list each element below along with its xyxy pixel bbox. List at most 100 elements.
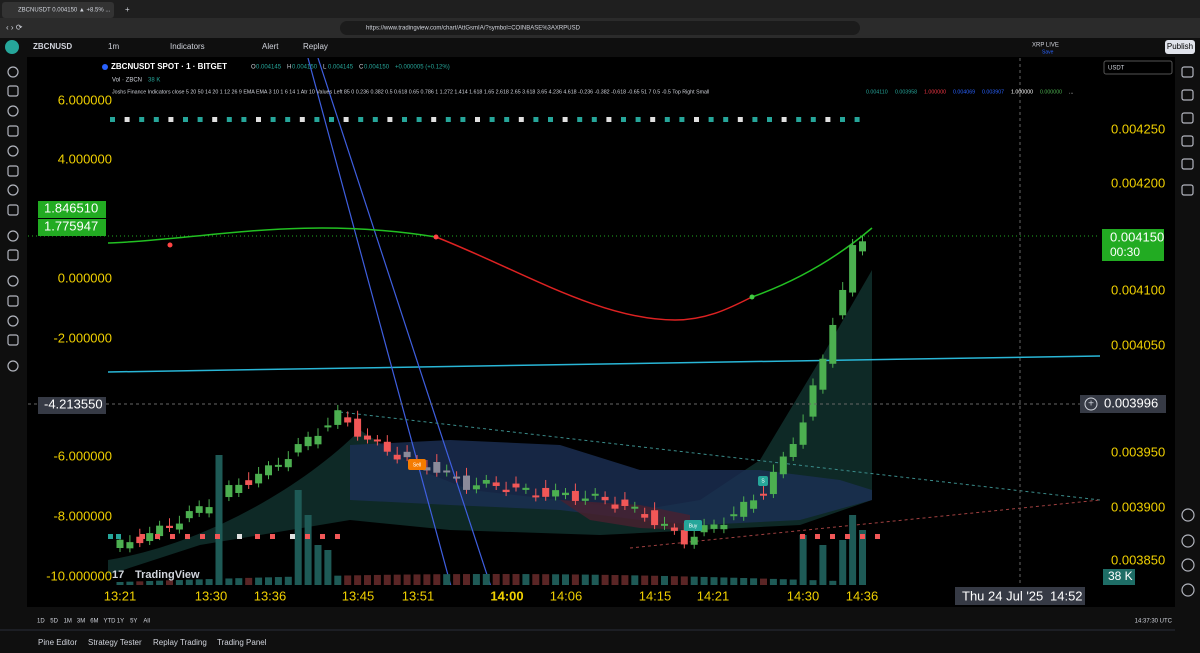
left-scale-highlight [38,201,106,218]
indicator-value: 0.003958 [895,89,917,95]
new-tab[interactable]: + [125,5,130,14]
alert-button[interactable]: Alert [262,42,279,51]
range-buttons: 1D 5D 1M 3M 6M YTD 1Y 5Y All [37,619,150,625]
volume-bar [492,574,500,585]
widget[interactable] [1181,184,1194,196]
widget[interactable] [1181,89,1194,101]
signal-square [197,117,203,122]
widget[interactable] [1181,508,1195,522]
signal-square [781,117,787,122]
nav-buttons[interactable]: ‹ › ⟳ [6,23,23,32]
range-button[interactable]: 5D [50,619,58,625]
range-button[interactable]: All [143,619,150,625]
range-button[interactable]: 3M [77,619,85,625]
widget[interactable] [1181,112,1194,124]
candle [730,514,738,517]
candle [453,476,461,479]
layout-name[interactable]: XRP LIVE [1032,43,1059,49]
tab[interactable] [2,2,114,18]
volume-bar [334,575,342,585]
tool[interactable] [7,249,19,261]
signal-square [320,534,325,539]
currency-select[interactable] [1103,60,1173,75]
tool[interactable] [7,295,19,307]
volume-bar [730,577,738,585]
widget[interactable] [1181,534,1195,548]
widget[interactable] [1181,583,1195,597]
volume-bar [542,574,550,585]
signal-square [215,534,220,539]
last-price-box [1102,229,1164,261]
tool[interactable] [7,184,19,196]
volume-bar [136,581,144,585]
bottom-tab[interactable]: Pine Editor [38,638,77,647]
volume-box [1103,569,1135,585]
tool[interactable] [7,360,19,372]
volume-bar [453,574,461,585]
replay-button[interactable]: Replay [303,42,328,51]
candle [403,451,411,458]
range-button[interactable]: 1M [64,619,72,625]
volume-bar [482,574,490,585]
widget[interactable] [1181,135,1194,147]
range-button[interactable]: 6M [90,619,98,625]
interval[interactable]: 1m [108,42,119,51]
tool-icons[interactable] [7,66,19,372]
signal-square [387,117,393,122]
range-button[interactable]: 5Y [130,619,137,625]
tool[interactable] [7,85,19,97]
bottom-tab[interactable]: Trading Panel [217,638,267,647]
candle [601,496,609,501]
widget[interactable] [1181,158,1194,170]
widget[interactable] [1181,558,1195,572]
ohlc-value: 0.004150 [364,65,390,71]
range-button[interactable]: 1Y [117,619,124,625]
left-scale-label: -8.000000 [53,508,112,523]
tool[interactable] [7,275,19,287]
publish-button[interactable] [1165,40,1195,54]
candle [849,245,857,293]
tool[interactable] [7,315,19,327]
range-button[interactable]: YTD [104,619,117,625]
candle [621,499,629,506]
signal-square [185,534,190,539]
volume-bar [740,578,748,585]
symbol[interactable]: ZBCNUSD [33,42,72,51]
tool[interactable] [7,66,19,78]
chart-pane: Sell Buy S TradingView 17 [28,58,1100,585]
candle [205,507,213,514]
indicators-button[interactable]: Indicators [170,42,205,51]
signal-square [168,117,174,122]
signal-square [299,117,305,122]
indicator-value: 1.000000 [1011,89,1033,95]
tool[interactable] [7,125,19,137]
tool[interactable] [7,230,19,242]
widget[interactable] [1181,66,1194,78]
avatar[interactable] [5,40,19,54]
tool[interactable] [7,204,19,216]
candle [472,485,480,490]
signal-square [170,534,175,539]
tool[interactable] [7,334,19,346]
bottom-tab[interactable]: Replay Trading [153,638,207,647]
volume-bar [809,580,817,585]
volume-bar [126,581,134,585]
indicator-value: 1.000000 [924,89,946,95]
volume-bar [472,574,480,585]
volume-bar [195,579,203,585]
bottom-tab[interactable]: Strategy Tester [88,638,142,647]
volume-bar [235,578,243,585]
tool[interactable] [7,165,19,177]
widget-icons[interactable] [1181,66,1195,645]
save[interactable]: Save [1042,49,1054,55]
signal-square [840,117,845,122]
range-button[interactable]: 1D [37,619,45,625]
tool[interactable] [7,145,19,157]
tool[interactable] [7,105,19,117]
address-bar[interactable] [340,21,860,35]
candle [383,441,391,452]
volume-legend: Vol · ZBCN [112,78,142,84]
add-alert[interactable] [1084,397,1098,411]
candle [661,523,668,526]
